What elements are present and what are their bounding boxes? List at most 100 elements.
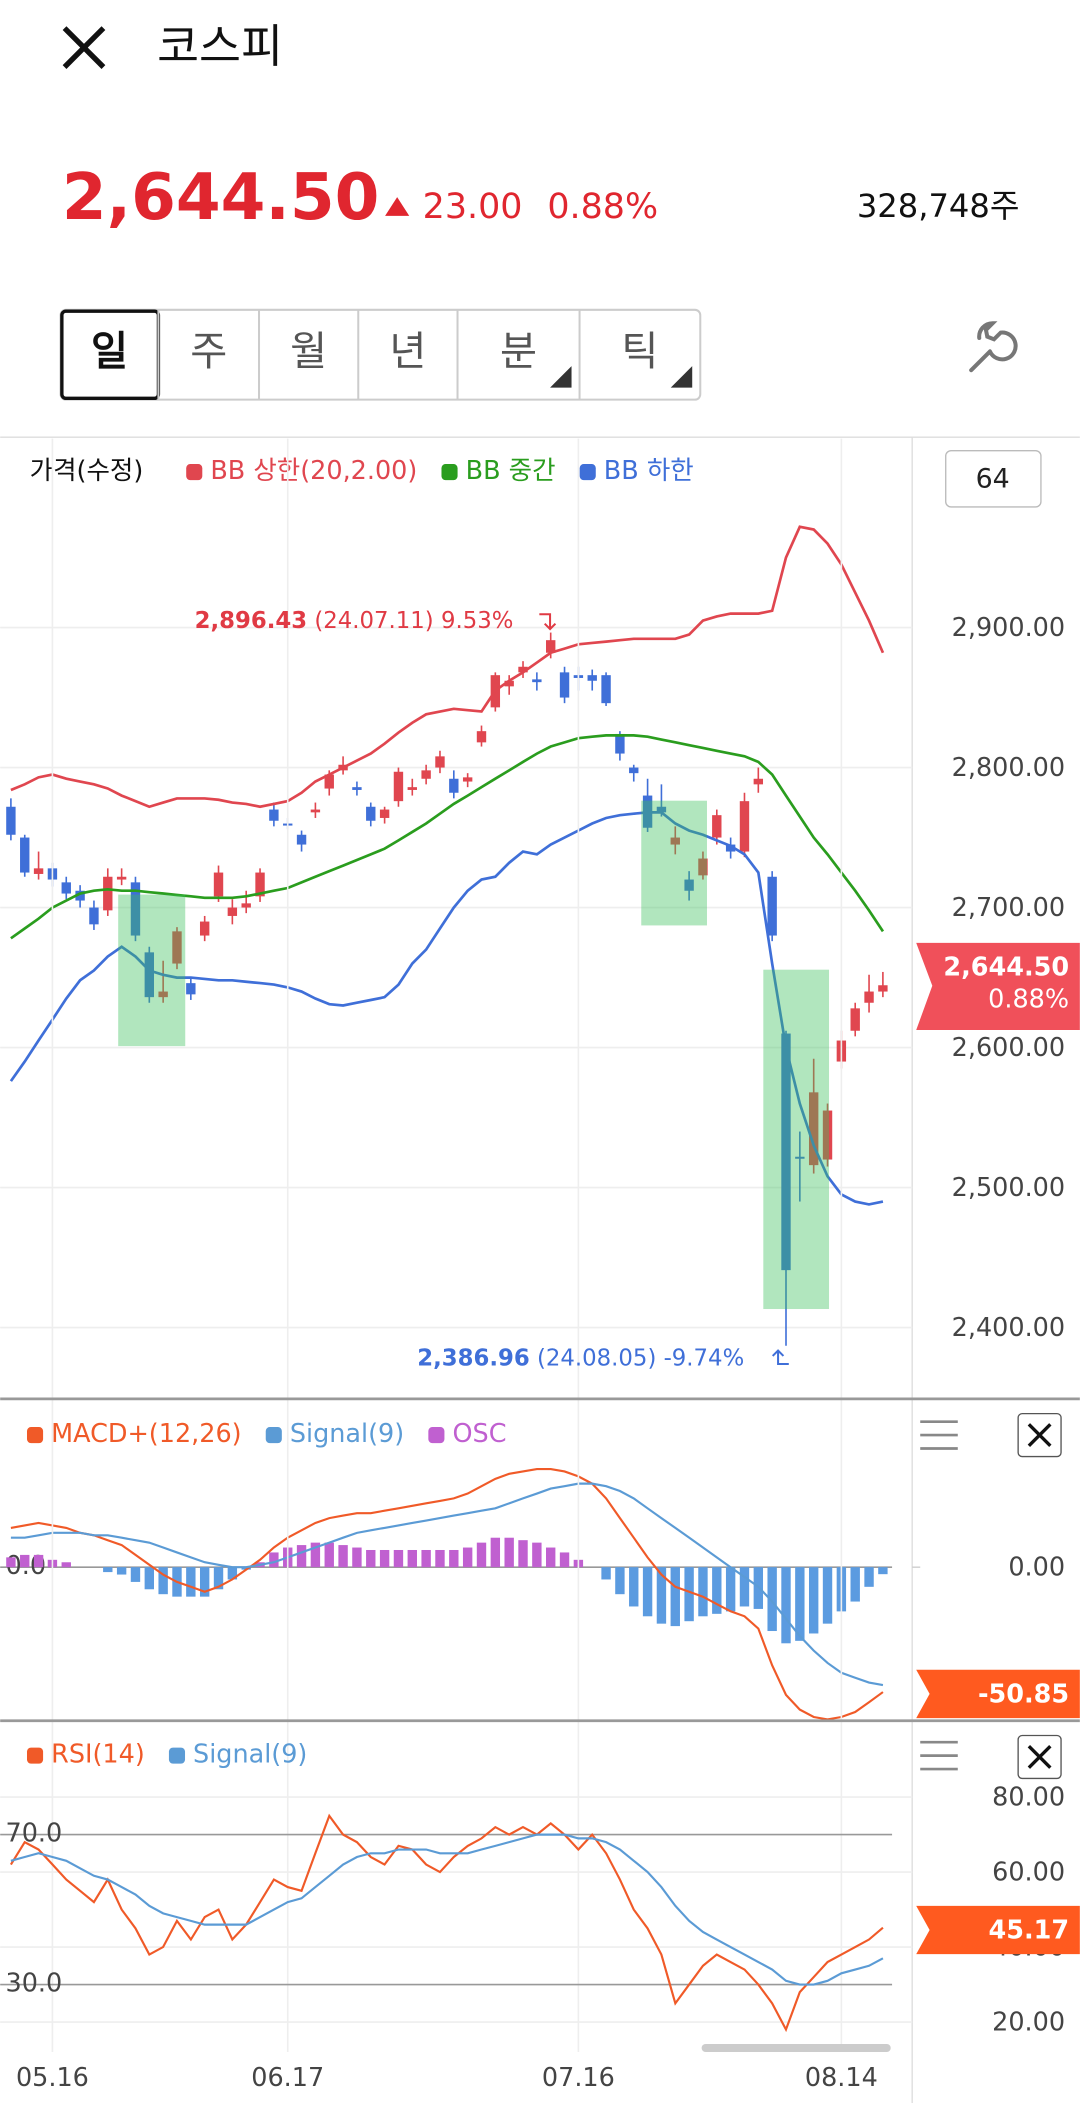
candle-body <box>269 809 279 821</box>
high-arrow <box>539 613 557 631</box>
y-tick-label: 2,600.00 <box>952 1033 1065 1063</box>
candle-body <box>850 1008 860 1031</box>
macd-badge-value: -50.85 <box>978 1679 1069 1709</box>
candle-body <box>629 767 639 774</box>
candle-body <box>504 680 514 687</box>
tab[interactable]: 분 <box>500 329 537 375</box>
candle-body <box>255 872 265 897</box>
osc-bar <box>269 1552 279 1568</box>
candle-body <box>878 985 888 992</box>
legend-label: Signal(9) <box>193 1740 307 1770</box>
osc-bar <box>615 1567 625 1595</box>
low-arrow <box>771 1349 789 1366</box>
settings-button[interactable] <box>969 321 1018 373</box>
candle-body <box>684 879 694 891</box>
y-tick-label: 2,800.00 <box>952 753 1065 783</box>
legend-label: BB 중간 <box>466 456 556 486</box>
candle-body <box>449 778 459 793</box>
badge-price: 2,644.50 <box>943 952 1069 982</box>
osc-bar <box>158 1567 168 1595</box>
bb-line <box>10 734 885 940</box>
high-annotation: 2,896.43 (24.07.11) 9.53% <box>195 607 514 633</box>
close-panel[interactable] <box>1017 1734 1062 1780</box>
change: 23.00 <box>423 187 523 227</box>
candle-body <box>615 733 625 754</box>
low-annotation: 2,386.96 (24.08.05) -9.74% <box>417 1345 744 1371</box>
candle-body <box>864 991 874 1003</box>
osc-bar <box>33 1554 44 1568</box>
osc-bar <box>61 1562 71 1568</box>
osc-bar <box>144 1567 155 1590</box>
tab[interactable]: 월 <box>290 329 327 375</box>
y-tick-label: 2,400.00 <box>952 1313 1065 1343</box>
osc-bar <box>338 1545 348 1568</box>
osc-bar <box>379 1549 390 1568</box>
tab[interactable]: 년 <box>389 329 426 375</box>
indicator-line <box>9 1813 884 2033</box>
osc-bar <box>103 1567 113 1573</box>
highlight-box <box>763 969 830 1310</box>
osc-bar <box>20 1554 30 1568</box>
y-tick-label: 2,500.00 <box>952 1173 1065 1203</box>
osc-bar <box>684 1567 694 1622</box>
legend-label: Signal(9) <box>290 1419 404 1449</box>
candle-body <box>546 640 556 653</box>
osc-bar <box>476 1542 487 1568</box>
up-arrow <box>385 197 410 216</box>
candle-body <box>213 872 224 897</box>
close-panel[interactable] <box>1017 1412 1062 1458</box>
tab[interactable]: 틱 <box>621 329 658 375</box>
legend-label: BB 상한(20,2.00) <box>210 456 417 486</box>
menu-icon[interactable] <box>920 1740 958 1771</box>
scrollbar[interactable] <box>701 2043 891 2053</box>
legend-swatch <box>428 1427 445 1444</box>
tab[interactable]: 주 <box>190 329 227 375</box>
osc-bar <box>199 1567 210 1597</box>
candle-body <box>532 679 542 683</box>
osc-bar <box>407 1549 417 1568</box>
candle-body <box>324 774 334 789</box>
legend-label: OSC <box>452 1419 506 1449</box>
count-box[interactable] <box>945 449 1042 508</box>
osc-bar <box>642 1567 653 1617</box>
candle-body <box>227 907 238 916</box>
low-detail: (24.08.05) -9.74% <box>537 1345 744 1371</box>
bb-line <box>10 525 885 809</box>
candle-body <box>393 771 404 802</box>
legend-swatch <box>26 1747 44 1764</box>
osc-bar <box>712 1567 722 1614</box>
candle-body <box>435 756 445 768</box>
osc-bar <box>878 1567 888 1575</box>
candle-body <box>186 983 196 995</box>
osc-bar <box>808 1567 819 1634</box>
osc-bar <box>698 1567 708 1617</box>
osc-bar <box>421 1549 431 1568</box>
price: 2,644.50 <box>62 160 380 235</box>
osc-bar <box>795 1567 805 1641</box>
y-tick-label: 20.00 <box>992 2007 1065 2037</box>
rsi-badge <box>916 1905 1080 1955</box>
osc-bar <box>725 1567 736 1612</box>
osc-bar <box>504 1537 514 1568</box>
menu-icon[interactable] <box>920 1420 958 1450</box>
close-button[interactable] <box>62 26 106 69</box>
osc-bar <box>532 1542 542 1568</box>
candle-body <box>6 806 16 835</box>
tab[interactable]: 일 <box>91 329 128 375</box>
legend-swatch <box>265 1427 282 1444</box>
osc-bar <box>310 1542 321 1568</box>
x-tick-label: 07.16 <box>542 2063 615 2093</box>
candle-body <box>20 837 30 873</box>
candle-body <box>103 876 113 911</box>
reference-label: 70.0 <box>6 1819 63 1849</box>
osc-bar <box>352 1547 362 1568</box>
osc-bar <box>449 1549 459 1568</box>
x-tick-label: 06.17 <box>251 2063 324 2093</box>
plot: 2,400.00 2,500.00 2,600.00 2,700.00 2,800.00… <box>0 438 1065 2093</box>
osc-bar <box>393 1549 404 1568</box>
candle-body <box>670 837 680 845</box>
osc-bar <box>601 1567 611 1580</box>
